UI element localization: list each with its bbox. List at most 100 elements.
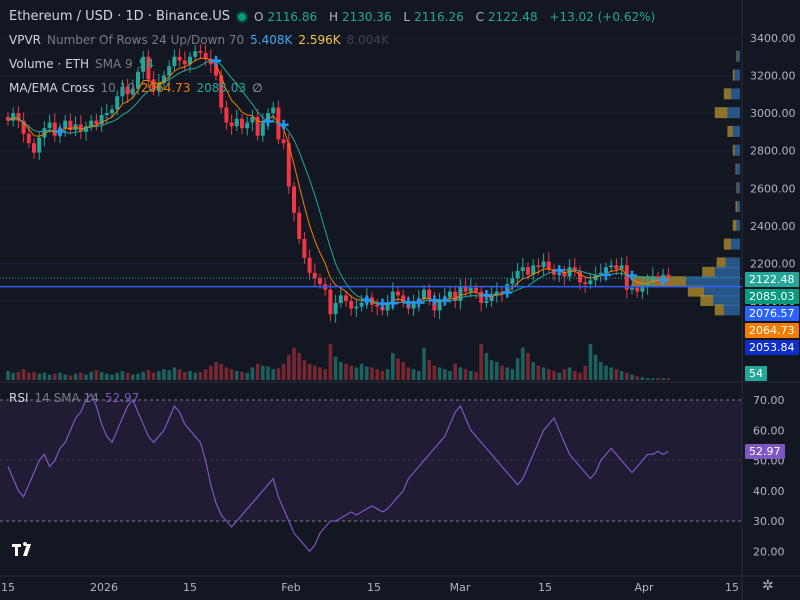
vp-up-bar: [737, 201, 740, 213]
volume-bar: [640, 377, 645, 380]
candle-body: [245, 122, 250, 129]
open-value: 2116.86: [267, 9, 318, 24]
vp-down-bar: [732, 144, 735, 156]
candle-body: [328, 289, 333, 315]
candle-body: [94, 120, 99, 125]
candle-body: [167, 66, 172, 76]
ma-legend[interactable]: MA/EMA Cross 10 10 2064.73 2085.03 ∅: [9, 81, 263, 95]
volume-bar: [432, 365, 437, 380]
candle-body: [292, 186, 296, 213]
candle-body: [115, 96, 120, 110]
price-tag[interactable]: 2085.03: [745, 289, 799, 304]
symbol-title[interactable]: Ethereum / USD · 1D · Binance.US: [9, 9, 231, 24]
volume-bar: [266, 366, 270, 380]
volume-bar: [198, 371, 203, 380]
vpvr-up-volume: 5.408K: [250, 33, 293, 47]
high-label: H: [328, 9, 338, 24]
volume-bar: [172, 367, 177, 380]
candle-body: [208, 58, 213, 65]
volume-bar: [89, 371, 93, 380]
candle-body: [16, 113, 21, 121]
vp-up-bar: [734, 69, 740, 81]
time-tick-label: 15: [725, 581, 739, 594]
vpvr-name: VPVR: [9, 33, 41, 47]
ma-name: MA/EMA Cross: [9, 81, 95, 95]
vp-down-bar: [632, 276, 686, 288]
vp-up-bar: [737, 182, 740, 194]
price-tag[interactable]: 2076.57: [745, 306, 799, 321]
hidden-eye-slash-icon[interactable]: ∅: [252, 81, 263, 95]
candle-body: [463, 285, 468, 292]
volume-bar: [167, 370, 171, 380]
ma-cross-marker: [439, 295, 450, 306]
vpvr-total-volume: 8.004K: [346, 33, 389, 47]
price-tick-label: 2800.00: [750, 145, 796, 158]
volume-bar: [193, 372, 197, 380]
volume-bar: [406, 367, 411, 380]
volume-bar: [417, 371, 421, 380]
volume-bar: [391, 353, 395, 380]
volume-bar: [11, 372, 15, 380]
price-tag[interactable]: 2053.84: [745, 340, 799, 355]
candle-body: [21, 120, 26, 134]
gear-icon[interactable]: ✲: [762, 578, 774, 594]
volume-bar: [162, 369, 166, 380]
candle-body: [130, 88, 135, 95]
price-tag[interactable]: 54: [745, 366, 767, 381]
volume-legend[interactable]: Volume · ETH SMA 9 54: [9, 57, 154, 71]
vpvr-down-volume: 2.596K: [298, 33, 341, 47]
vp-up-bar: [704, 285, 740, 297]
tradingview-logo-icon[interactable]: [12, 542, 38, 558]
rsi-tick-label: 20.00: [753, 545, 785, 558]
candle-body: [297, 212, 302, 240]
price-tag[interactable]: 2064.73: [745, 323, 799, 338]
candle-body: [552, 269, 556, 275]
candle-body: [302, 239, 307, 258]
ma-slow-value: 2085.03: [196, 81, 247, 95]
ma-cross-marker: [361, 295, 372, 306]
ma-cross-marker: [658, 275, 669, 286]
candle-body: [224, 107, 229, 123]
price-tag[interactable]: 2122.48: [745, 272, 799, 287]
candle-body: [151, 79, 156, 91]
volume-bar: [120, 371, 125, 380]
vp-down-bar: [736, 50, 738, 62]
volume-bar: [229, 369, 234, 380]
rsi-value-tag[interactable]: 52.97: [745, 444, 785, 459]
candle-body: [541, 261, 546, 268]
volume-bar: [183, 371, 187, 380]
time-tick-label: Mar: [450, 581, 471, 594]
candle-body: [338, 295, 343, 303]
candle-body: [203, 53, 208, 59]
volume-bar: [79, 372, 83, 380]
time-axis-labels[interactable]: 15 2026 15 Feb 15 Mar 15 Apr 15: [1, 581, 739, 594]
candle-body: [375, 304, 380, 307]
rsi-legend[interactable]: RSI 14 SMA 14 52.97: [9, 391, 139, 405]
candle-body: [474, 287, 478, 292]
vp-up-bar: [731, 88, 740, 100]
ma-cross-marker: [387, 298, 398, 309]
volume-bar: [105, 373, 109, 380]
candle-body: [656, 276, 660, 279]
volume-bar: [271, 369, 275, 380]
volume-bar: [635, 376, 639, 380]
volume-bar: [42, 372, 47, 380]
vp-down-bar: [687, 285, 704, 297]
vp-down-bar: [700, 295, 713, 306]
vpvr-legend[interactable]: VPVR Number Of Rows 24 Up/Down 70 5.408K…: [9, 33, 389, 47]
vp-down-bar: [702, 266, 715, 278]
candle-body: [609, 265, 614, 268]
candle-body: [255, 116, 260, 136]
volume-bar: [651, 378, 655, 380]
volume-bar: [427, 360, 431, 380]
market-status-icon[interactable]: [236, 10, 249, 23]
candle-body: [42, 128, 47, 138]
candle-body: [390, 291, 395, 303]
vp-up-bar: [714, 266, 740, 278]
vp-down-bar: [732, 69, 735, 81]
volume-bar: [484, 353, 489, 380]
volume-bar: [94, 370, 99, 380]
time-tick-label: Apr: [634, 581, 654, 594]
